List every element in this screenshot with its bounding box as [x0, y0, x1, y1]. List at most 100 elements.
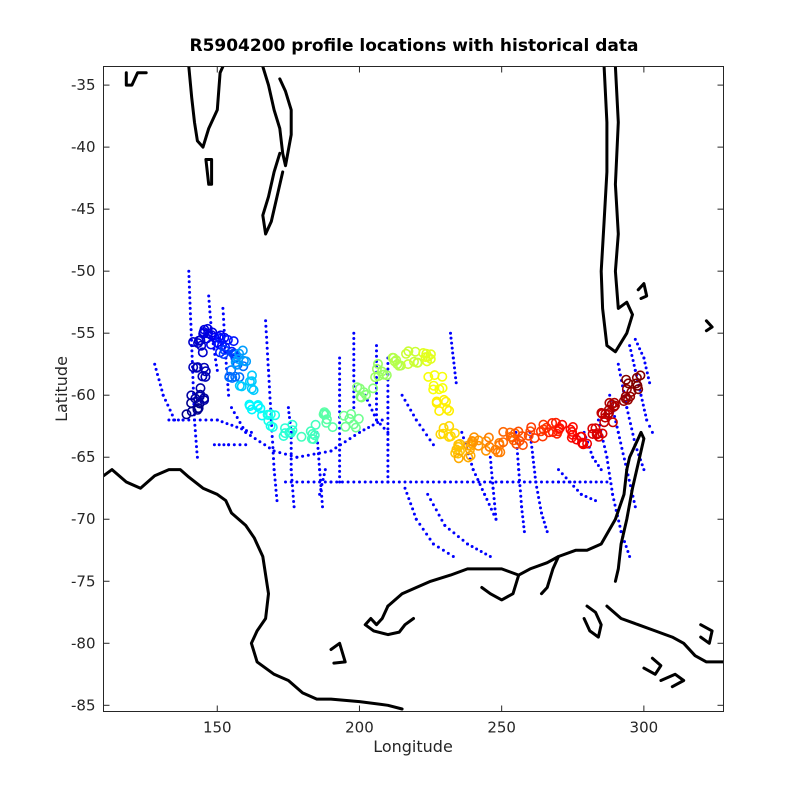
historical-data-point — [235, 416, 239, 419]
historical-data-point — [375, 418, 378, 422]
historical-data-point — [613, 503, 617, 507]
coastline — [261, 66, 293, 168]
plot-area — [103, 66, 724, 711]
historical-data-point — [645, 371, 649, 375]
historical-data-point — [386, 389, 390, 393]
historical-data-point — [635, 448, 639, 452]
historical-data-point — [589, 480, 593, 484]
historical-data-point — [609, 482, 613, 486]
float-profile-point — [241, 356, 252, 367]
historical-data-point — [518, 489, 522, 493]
float-profile-point — [526, 422, 537, 433]
historical-data-point — [618, 436, 621, 440]
historical-data-point — [522, 530, 526, 534]
historical-data-point — [353, 434, 357, 437]
historical-data-point — [295, 455, 299, 459]
float-profile-point — [625, 391, 636, 402]
historical-data-point — [320, 483, 324, 486]
historical-data-point — [540, 511, 543, 515]
historical-data-point — [187, 275, 191, 278]
historical-data-point — [156, 373, 159, 376]
historical-data-point — [640, 463, 644, 467]
historical-data-point — [204, 418, 208, 422]
historical-data-point — [292, 500, 296, 503]
float-profile-point — [454, 445, 465, 456]
historical-data-point — [470, 545, 474, 548]
historical-data-point — [222, 323, 226, 327]
historical-data-point — [638, 347, 642, 351]
historical-data-point — [517, 468, 521, 472]
historical-data-point — [414, 517, 418, 521]
historical-data-point — [275, 499, 279, 503]
historical-data-point — [318, 468, 322, 472]
historical-data-point — [532, 460, 535, 464]
float-profile-point — [267, 422, 278, 433]
historical-data-point — [425, 433, 429, 437]
historical-data-point — [485, 497, 489, 501]
float-profile-point — [306, 433, 317, 444]
float-profile-point — [517, 440, 528, 451]
axes-frame — [103, 66, 724, 712]
x-tick-label: 250 — [487, 719, 516, 737]
historical-data-point — [488, 555, 492, 558]
historical-data-point — [617, 519, 621, 523]
y-tick-label: -80 — [71, 634, 96, 652]
historical-data-point — [517, 473, 521, 477]
y-tick-label: -45 — [71, 200, 96, 218]
historical-data-point — [195, 445, 198, 449]
historical-data-point — [451, 351, 455, 355]
float-profile-point — [368, 383, 379, 394]
historical-data-point — [630, 354, 634, 357]
historical-data-point — [617, 368, 621, 372]
historical-data-point — [338, 377, 342, 381]
historical-data-point — [643, 361, 647, 365]
historical-data-point — [346, 480, 350, 484]
float-profile-point — [218, 348, 229, 359]
historical-data-point — [190, 349, 194, 353]
historical-data-point — [386, 438, 390, 441]
historical-data-point — [519, 494, 523, 498]
historical-data-point — [284, 452, 287, 456]
float-profile-point — [193, 403, 204, 414]
historical-data-point — [295, 480, 299, 484]
historical-data-point — [193, 418, 196, 422]
float-profile-point — [387, 352, 398, 363]
historical-data-point — [191, 381, 195, 385]
historical-data-point — [460, 480, 464, 484]
coastline — [642, 656, 663, 676]
historical-data-point — [290, 473, 294, 477]
historical-data-point — [606, 461, 610, 464]
historical-data-point — [193, 423, 197, 427]
historical-data-point — [528, 480, 532, 484]
historical-data-point — [275, 494, 278, 497]
historical-data-point — [409, 408, 413, 412]
historical-data-point — [271, 440, 275, 444]
historical-data-point — [343, 440, 347, 444]
float-profile-point — [538, 424, 549, 435]
historical-data-point — [642, 468, 646, 472]
float-profile-point — [505, 431, 516, 442]
historical-data-point — [516, 462, 520, 466]
historical-data-point — [188, 301, 192, 305]
historical-data-point — [644, 366, 648, 370]
historical-data-point — [188, 306, 192, 310]
float-profile-point — [590, 423, 601, 434]
historical-data-point — [287, 411, 291, 415]
historical-data-point — [210, 418, 214, 422]
historical-data-point — [386, 453, 390, 457]
historical-data-point — [375, 344, 378, 348]
historical-data-point — [189, 328, 193, 332]
historical-data-point — [494, 480, 498, 484]
float-profile-point — [403, 346, 414, 357]
float-profile-point — [358, 387, 369, 398]
historical-data-point — [607, 471, 611, 475]
historical-data-point — [454, 480, 458, 484]
float-profile-point — [181, 409, 192, 420]
historical-data-point — [564, 476, 568, 480]
historical-data-point — [321, 505, 324, 509]
historical-data-point — [322, 473, 326, 477]
historical-data-point — [153, 362, 157, 366]
historical-data-point — [191, 386, 195, 390]
float-profile-point — [434, 384, 445, 395]
float-profile-point — [262, 409, 273, 420]
